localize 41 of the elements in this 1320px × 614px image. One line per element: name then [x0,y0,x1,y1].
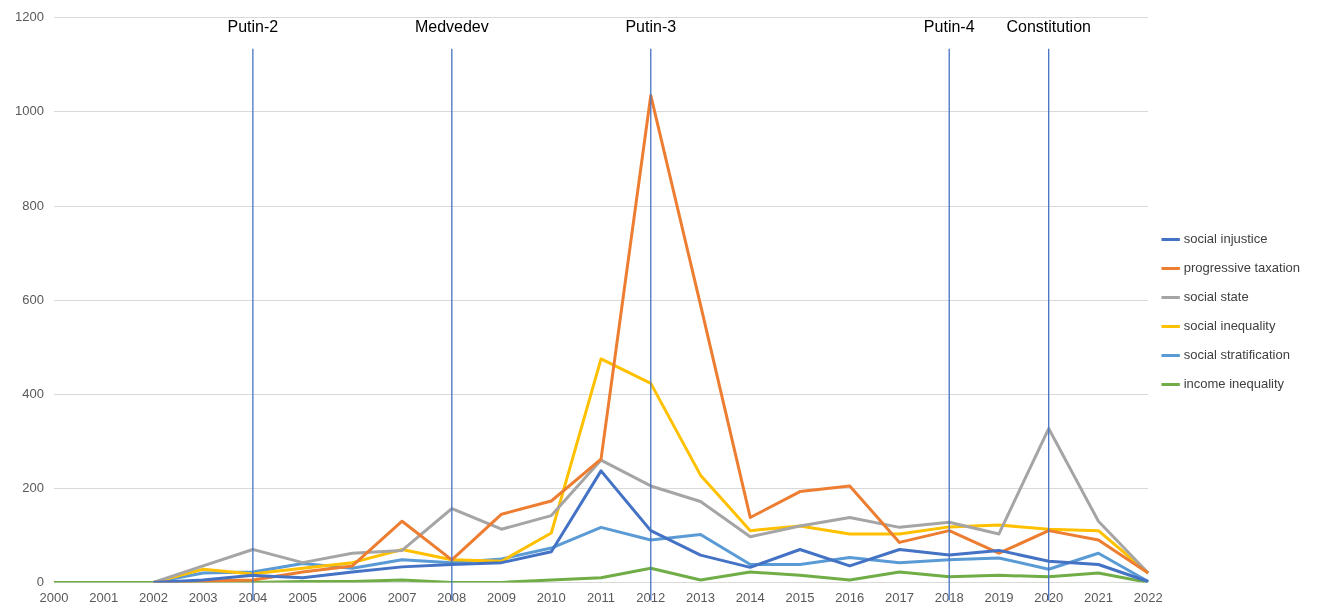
x-tick-label: 2008 [437,589,467,605]
x-tick-label: 2017 [885,589,914,605]
x-tick-label: 2020 [1034,589,1064,605]
x-tick-label: 2007 [387,589,417,605]
legend-label: progressive taxation [1183,260,1300,276]
legend-label: social injustice [1183,231,1268,247]
y-tick-label: 1000 [15,103,44,119]
y-tick-label: 200 [22,479,44,495]
x-tick-label: 2021 [1083,589,1113,605]
x-tick-label: 2018 [934,589,964,605]
x-tick-label: 2009 [487,589,517,605]
x-tick-label: 2006 [337,589,367,605]
x-tick-label: 2003 [188,589,218,605]
x-tick-label: 2011 [587,589,616,605]
y-tick-label: 600 [22,291,44,307]
ref-line-label: Putin-2 [227,18,279,36]
legend-label: social stratification [1183,347,1290,363]
y-tick-label: 1200 [15,9,44,25]
x-tick-label: 2014 [735,589,765,605]
x-tick-label: 2013 [686,589,715,605]
x-tick-label: 2012 [636,589,666,605]
x-tick-label: 2015 [785,589,815,605]
y-tick-label: 0 [36,573,44,589]
ref-line-label: Constitution [1006,18,1091,36]
x-tick-label: 2016 [835,589,865,605]
x-tick-label: 2019 [984,589,1014,605]
ref-line-label: Medvedev [414,18,489,36]
x-tick-label: 2005 [288,589,318,605]
x-tick-label: 2001 [89,589,119,605]
x-tick-label: 2004 [238,589,268,605]
x-tick-label: 2010 [536,589,566,605]
ref-line-label: Putin-4 [923,18,975,36]
legend-label: income inequality [1183,376,1285,392]
legend-label: social inequality [1183,318,1276,334]
y-tick-label: 400 [22,385,44,401]
ref-line-label: Putin-3 [625,18,677,36]
y-tick-label: 800 [22,197,44,213]
x-tick-label: 2022 [1133,589,1163,605]
legend-label: social state [1183,289,1249,305]
x-tick-label: 2002 [138,589,168,605]
x-tick-label: 2000 [39,589,69,605]
